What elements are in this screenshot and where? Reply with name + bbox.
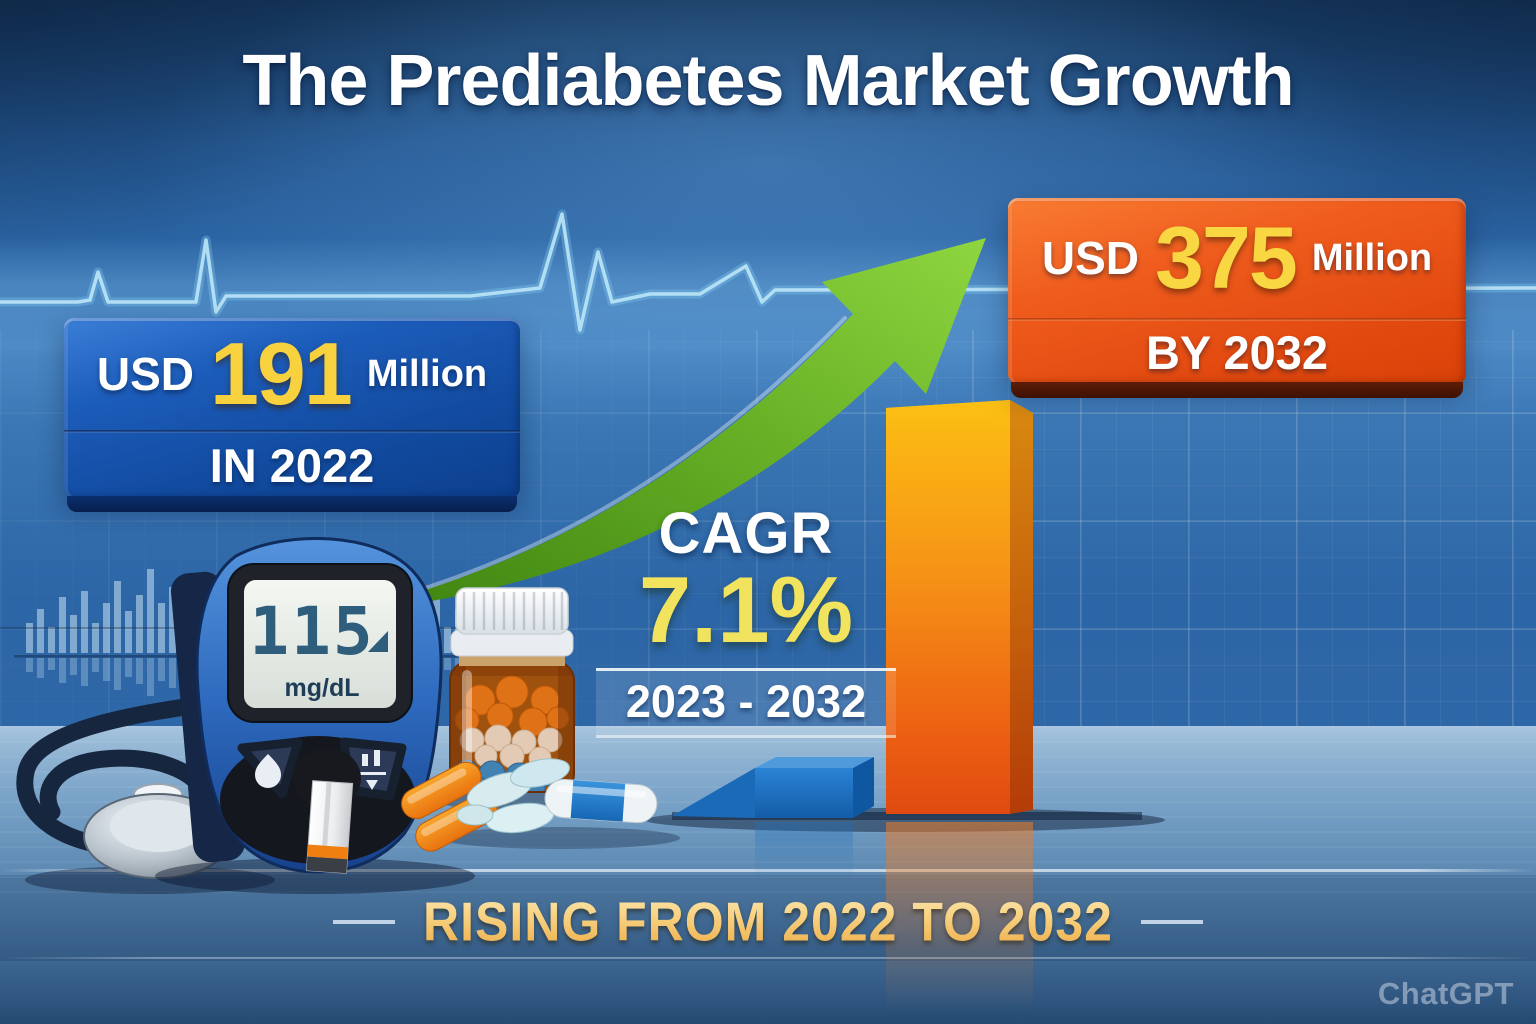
stat-row-value: USD 191 Million [64, 318, 520, 430]
watermark: ChatGPT [1377, 976, 1514, 1011]
bar-2022 [672, 757, 874, 818]
growth-arrow-icon [392, 238, 986, 607]
bar-baseline [672, 812, 1142, 820]
banner-text: RISING FROM 2022 TO 2032 [423, 891, 1113, 953]
stat-box-2032: USD 375 Million BY 2032 [1008, 198, 1466, 398]
value-2022: 191 [209, 324, 353, 423]
value-2032: 375 [1154, 208, 1298, 307]
banner-dash-left [333, 920, 395, 924]
meter-trend-icon [368, 631, 388, 652]
unit-label: Million [1311, 236, 1433, 279]
stat-box-2022: USD 191 Million IN 2022 [64, 318, 520, 512]
box-divider [1008, 318, 1466, 321]
test-strip [305, 780, 354, 874]
cagr-period: 2023 - 2032 [596, 668, 896, 739]
page-title: The Prediabetes Market Growth [242, 41, 1294, 121]
cagr-block: CAGR 7.1% 2023 - 2032 [596, 501, 896, 739]
meter-unit: mg/dL [285, 674, 360, 702]
floor-highlight-line-2 [0, 957, 1536, 959]
drop-icon [255, 754, 281, 788]
box-3d-edge [1011, 382, 1463, 398]
glucose-meter-illustration: 115 mg/dL [155, 537, 475, 894]
box-divider [64, 430, 520, 433]
banner-dash-right [1141, 920, 1203, 924]
bar-2032 [886, 400, 1033, 814]
currency-label: USD [1041, 232, 1139, 284]
meter-reading: 115 [249, 593, 374, 670]
pills-illustration [401, 758, 680, 852]
currency-label: USD [96, 348, 194, 400]
cagr-label: CAGR [658, 501, 834, 566]
footer-banner: RISING FROM 2022 TO 2032 [0, 891, 1536, 953]
period-2032: BY 2032 [1145, 326, 1329, 379]
period-2022: IN 2022 [209, 439, 375, 492]
stat-row-value: USD 375 Million [1008, 198, 1466, 318]
unit-label: Million [366, 352, 488, 395]
bar-reflection-orange [886, 822, 1033, 1012]
bar-reflection-blue [755, 822, 853, 882]
ekg-line-icon [0, 209, 1536, 335]
floor-band [0, 875, 1536, 961]
box-3d-edge [67, 496, 517, 512]
cap-ribs [462, 592, 564, 630]
capsule-blue-white [544, 778, 658, 824]
cagr-value: 7.1% [638, 557, 854, 662]
meter-button-glyph [356, 750, 386, 790]
